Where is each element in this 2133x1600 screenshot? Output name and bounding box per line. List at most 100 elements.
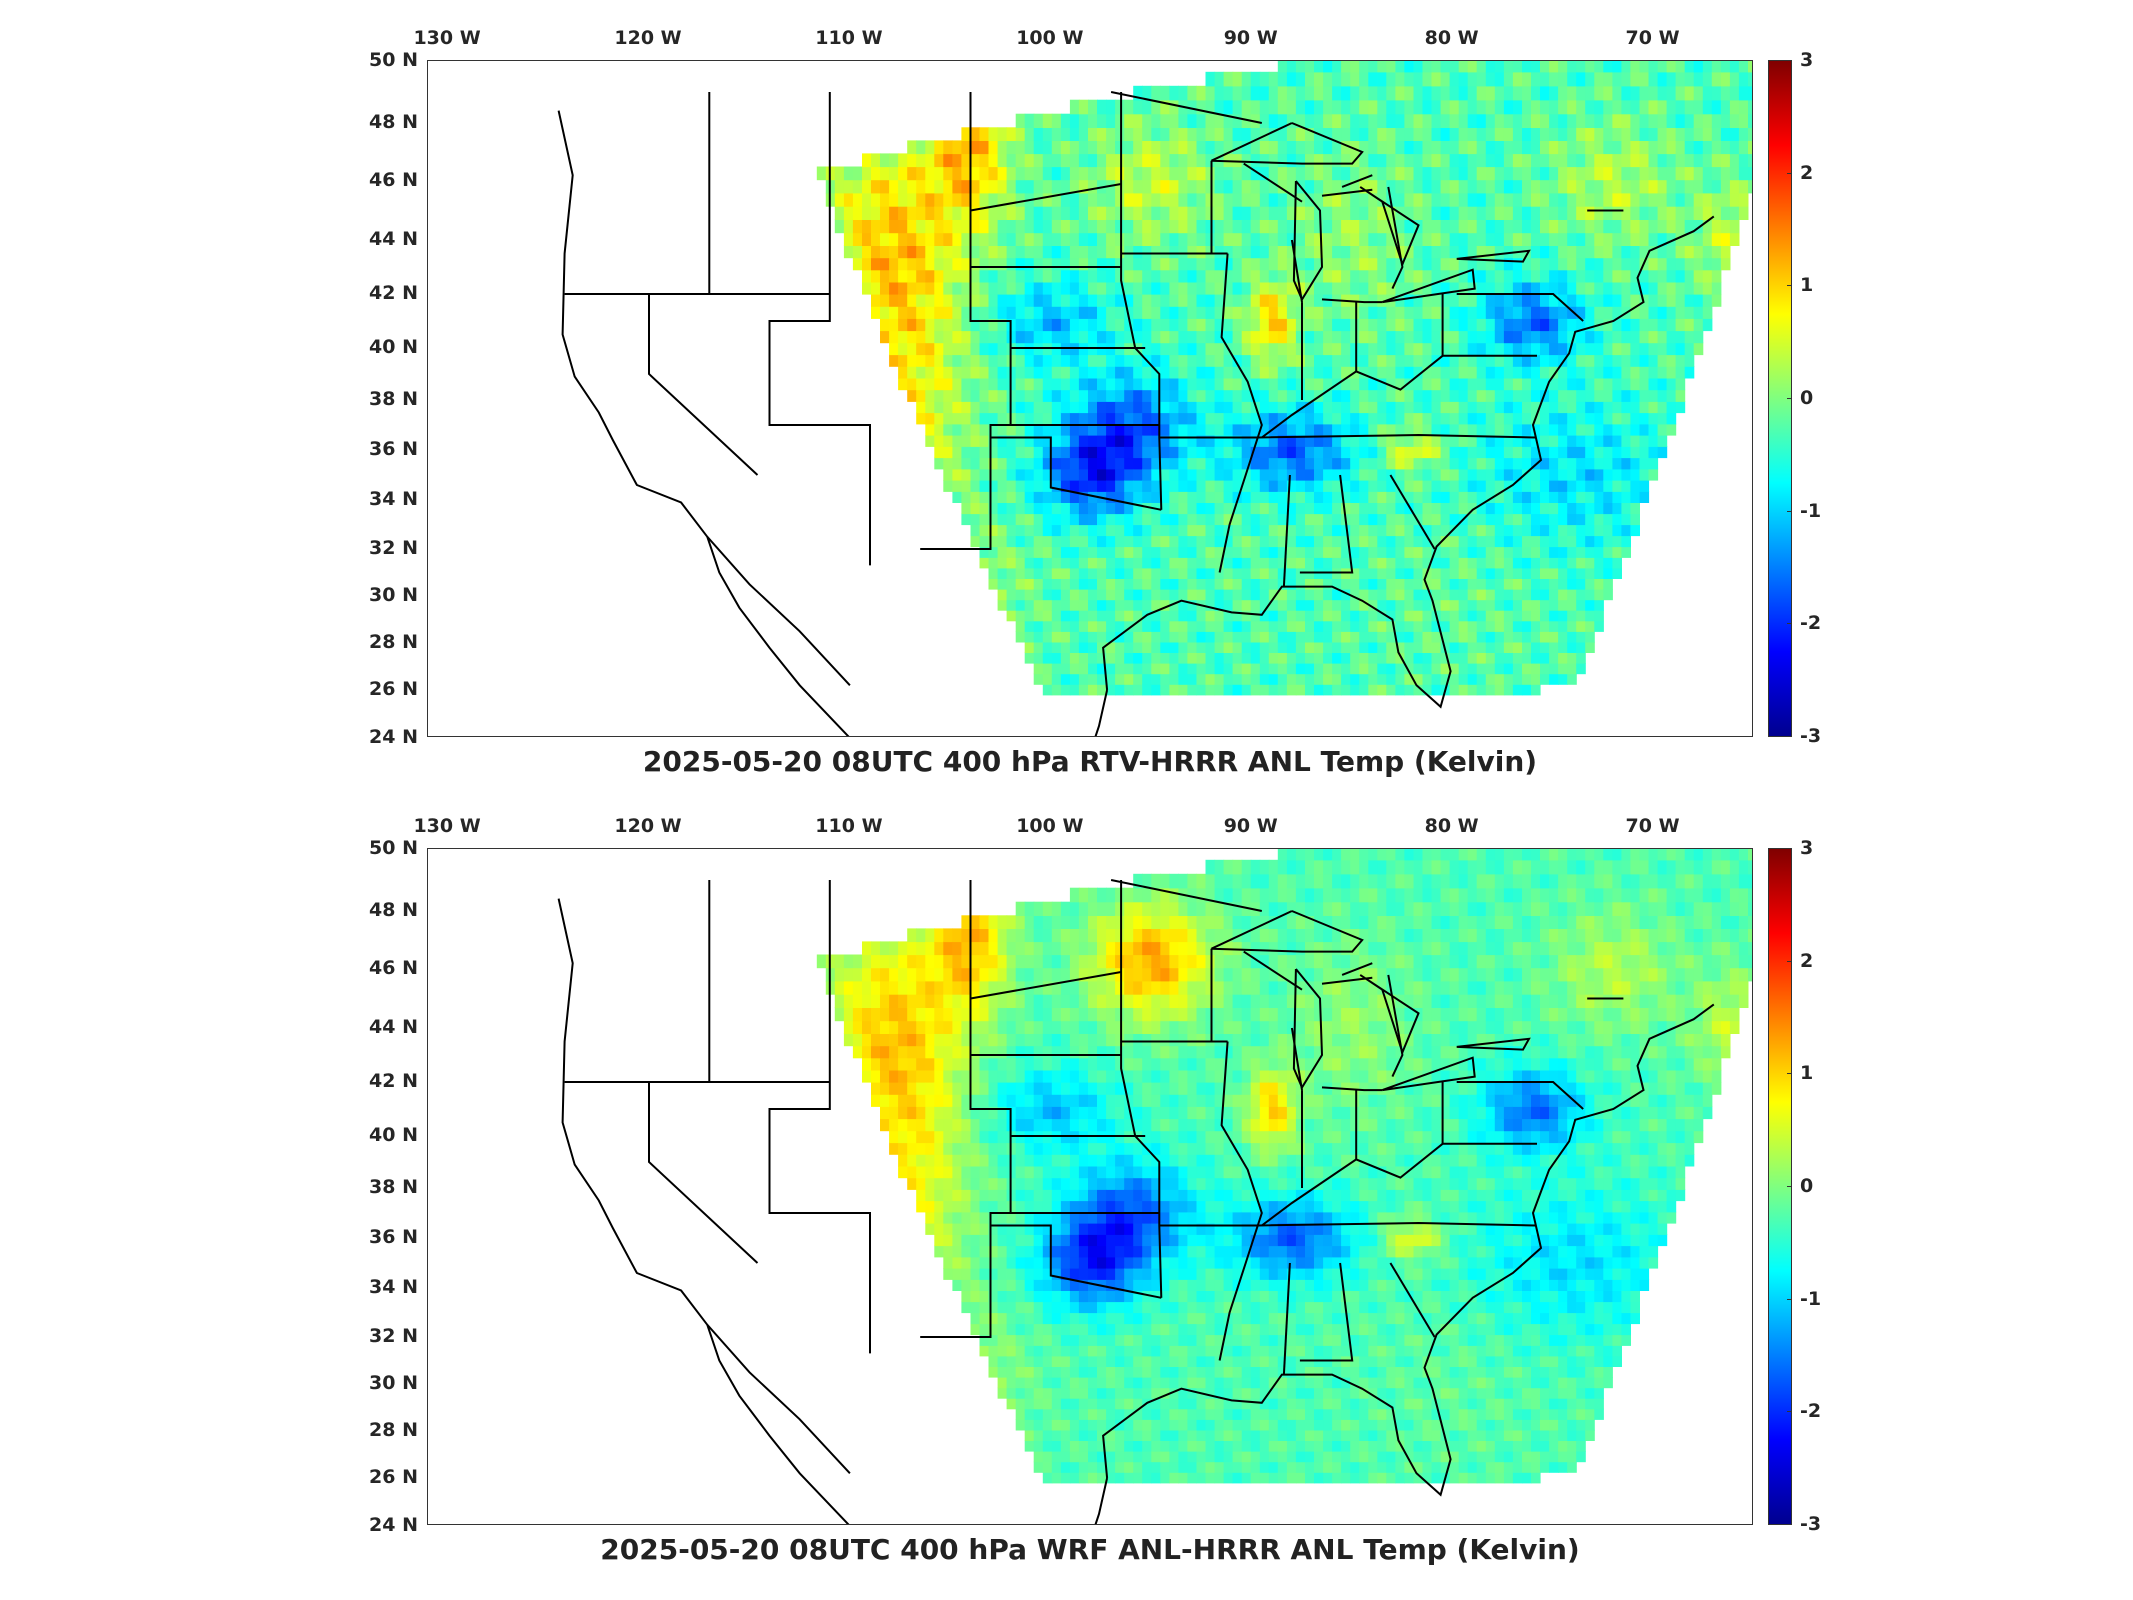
- temperature-map-rtv: [557, 61, 1752, 736]
- temperature-field: [816, 61, 1752, 696]
- colorbar-tick-mark: [1787, 848, 1792, 849]
- coastline-west: [557, 110, 851, 686]
- state-boundary-25: [1261, 1143, 1444, 1227]
- latitude-tick-label: 28 N: [369, 1419, 418, 1441]
- state-boundary-1: [768, 92, 871, 566]
- state-boundary-27: [1341, 174, 1373, 188]
- longitude-tick-label: 80 W: [1424, 27, 1479, 49]
- colorbar-tick-mark: [1787, 1298, 1792, 1300]
- state-boundary-14: [1282, 1262, 1291, 1375]
- state-boundary-29: [1321, 188, 1373, 197]
- coastline-gulf-east: [1102, 215, 1715, 709]
- state-boundary-20: [1456, 1081, 1584, 1110]
- temperature-map-wrf: [557, 849, 1752, 1524]
- state-boundary-13: [1159, 1221, 1536, 1227]
- map-frame-wrf: [427, 848, 1753, 1525]
- colorbar-tick-label: -2: [1800, 1400, 1822, 1423]
- longitude-tick-label: 110 W: [815, 815, 883, 837]
- state-boundary-20: [1456, 293, 1584, 322]
- longitude-tick-label: 70 W: [1625, 27, 1680, 49]
- map-frame-rtv: [427, 60, 1753, 737]
- longitude-tick-label: 70 W: [1625, 815, 1680, 837]
- latitude-tick-label: 42 N: [369, 1070, 418, 1092]
- colorbar-tick-mark: [1787, 960, 1792, 962]
- coastline-baja: [706, 1324, 850, 1524]
- latitude-tick-label: 48 N: [369, 111, 418, 133]
- coastline-baja: [706, 536, 850, 736]
- coastline-mexico: [1094, 689, 1109, 736]
- longitude-tick-label: 100 W: [1016, 815, 1084, 837]
- state-boundary-12: [1218, 1041, 1263, 1361]
- state-boundary-16: [1389, 474, 1436, 550]
- map-title-rtv: 2025-05-20 08UTC 400 hPa RTV-HRRR ANL Te…: [642, 745, 1538, 778]
- longitude-tick-label: 130 W: [413, 815, 481, 837]
- colorbar-tick-label: -2: [1800, 612, 1822, 635]
- colorbar-tick-mark: [1787, 172, 1792, 174]
- great-lake-4: [1456, 1037, 1531, 1051]
- great-lake-4: [1456, 249, 1531, 263]
- state-boundary-5: [970, 183, 1122, 212]
- longitude-tick-label: 80 W: [1424, 815, 1479, 837]
- colorbar-tick-mark: [1787, 1186, 1792, 1187]
- colorbar-tick-mark: [1787, 1411, 1792, 1413]
- colorbar-tick-label: 2: [1800, 161, 1814, 184]
- latitude-tick-label: 46 N: [369, 169, 418, 191]
- state-boundary-14: [1282, 474, 1291, 587]
- state-boundary-23: [1243, 950, 1303, 991]
- longitude-tick-label: 110 W: [815, 27, 883, 49]
- latitude-tick-label: 24 N: [369, 1514, 418, 1536]
- colorbar-tick-mark: [1787, 60, 1792, 61]
- latitude-tick-label: 32 N: [369, 1325, 418, 1347]
- longitude-tick-label: 120 W: [614, 815, 682, 837]
- coastline-gulf-east: [1102, 1003, 1715, 1497]
- state-boundary-24: [1321, 298, 1383, 304]
- state-boundary-30: [1387, 974, 1404, 1078]
- latitude-tick-label: 34 N: [369, 1276, 418, 1298]
- state-boundary-25: [1261, 355, 1444, 439]
- great-lake-0: [1211, 910, 1364, 953]
- state-boundary-5: [970, 971, 1122, 1000]
- colorbar-tick-label: 3: [1800, 49, 1814, 71]
- colorbar-tick-label: -1: [1800, 1287, 1822, 1310]
- latitude-tick-label: 48 N: [369, 899, 418, 921]
- state-boundary-13: [1159, 433, 1536, 439]
- great-lake-1: [1292, 180, 1324, 302]
- state-boundary-15: [1299, 1262, 1354, 1362]
- great-lake-2: [1359, 974, 1420, 1056]
- latitude-tick-label: 30 N: [369, 1372, 418, 1394]
- latitude-tick-label: 32 N: [369, 537, 418, 559]
- great-lake-2: [1359, 186, 1420, 268]
- coastline-west: [557, 898, 851, 1474]
- state-boundary-15: [1299, 474, 1354, 574]
- longitude-tick-label: 120 W: [614, 27, 682, 49]
- latitude-tick-label: 28 N: [369, 631, 418, 653]
- longitude-tick-label: 100 W: [1016, 27, 1084, 49]
- colorbar-tick-mark: [1787, 736, 1792, 737]
- state-boundary-30: [1387, 186, 1404, 290]
- latitude-tick-label: 40 N: [369, 336, 418, 358]
- longitude-tick-label: 130 W: [413, 27, 481, 49]
- state-boundary-29: [1321, 976, 1373, 985]
- colorbar-tick-label: 1: [1800, 274, 1814, 297]
- latitude-tick-label: 44 N: [369, 1016, 418, 1038]
- state-boundary-9: [990, 436, 1162, 511]
- colorbar-tick-label: -1: [1800, 499, 1822, 522]
- state-boundary-1: [768, 880, 871, 1354]
- latitude-tick-label: 34 N: [369, 488, 418, 510]
- longitude-tick-label: 90 W: [1223, 27, 1278, 49]
- colorbar-tick-label: 3: [1800, 837, 1814, 859]
- state-boundary-26: [1110, 91, 1263, 124]
- colorbar-tick-label: 0: [1800, 1175, 1814, 1197]
- colorbar-tick-label: 0: [1800, 387, 1814, 409]
- latitude-tick-label: 36 N: [369, 1226, 418, 1248]
- latitude-tick-label: 30 N: [369, 584, 418, 606]
- latitude-tick-label: 44 N: [369, 228, 418, 250]
- colorbar-tick-label: -3: [1800, 725, 1822, 747]
- map-title-wrf: 2025-05-20 08UTC 400 hPa WRF ANL-HRRR AN…: [600, 1533, 1580, 1566]
- longitude-tick-label: 90 W: [1223, 815, 1278, 837]
- colorbar-tick-mark: [1787, 285, 1792, 287]
- latitude-tick-label: 42 N: [369, 282, 418, 304]
- latitude-tick-label: 50 N: [369, 837, 418, 859]
- latitude-tick-label: 38 N: [369, 1176, 418, 1198]
- great-lake-3: [1381, 268, 1476, 304]
